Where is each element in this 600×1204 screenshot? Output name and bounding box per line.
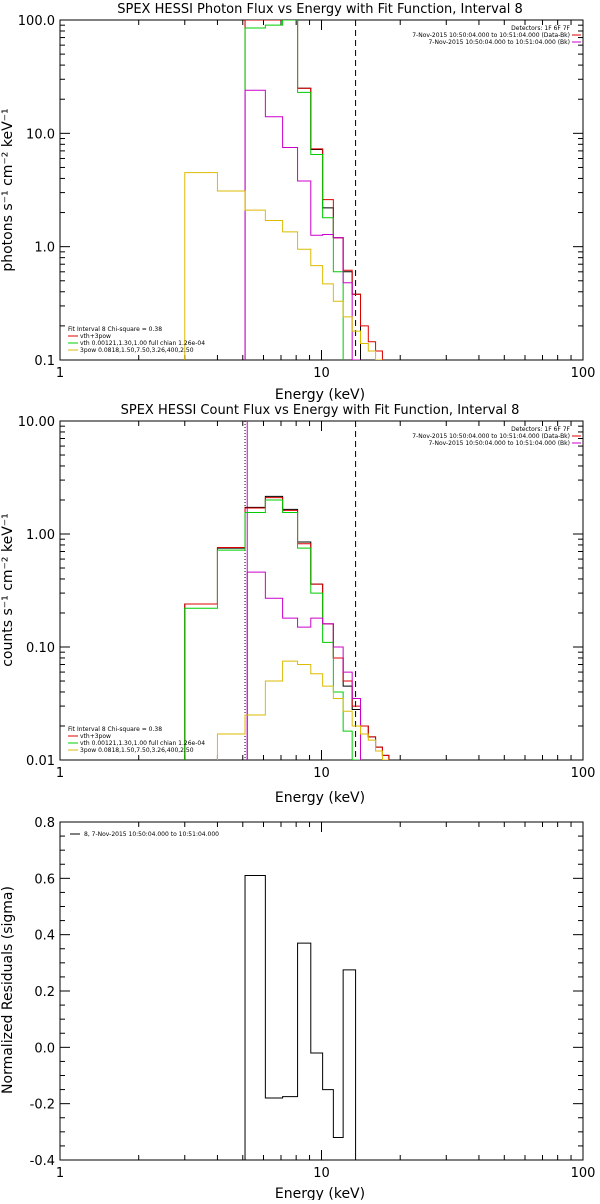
y-tick-label: 0.01: [26, 754, 55, 769]
plot-frame: [59, 420, 584, 761]
x-axis-label: Energy (keV): [275, 387, 365, 403]
legend-label: 8, 7-Nov-2015 10:50:04.000 to 10:51:04.0…: [84, 831, 219, 838]
series-line: [184, 497, 390, 760]
series-line: [184, 172, 383, 360]
legend-label: vth 0.00121,1.30,1.00 full chian 1.26e-0…: [80, 340, 205, 347]
legend-label: vth+3pow: [80, 733, 111, 740]
series-line: [246, 571, 362, 760]
series-line: [184, 499, 361, 760]
series-line: [244, 20, 344, 360]
x-tick-label: 1: [56, 766, 64, 781]
y-axis-label: photons s⁻¹ cm⁻² keV⁻¹: [0, 108, 16, 271]
x-axis-label: Energy (keV): [275, 790, 365, 806]
x-axis-label: Energy (keV): [275, 1186, 365, 1200]
y-axis-label: Normalized Residuals (sigma): [0, 886, 16, 1094]
y-tick-label: 100.0: [18, 14, 55, 29]
series-line: [184, 495, 390, 760]
plot-frame: [59, 821, 584, 1161]
legend-label: Fit Interval 8 Chi-square = 0.38: [68, 326, 162, 333]
series-line: [216, 660, 389, 760]
count-flux-panel: SPEX HESSI Count Flux vs Energy with Fit…: [0, 403, 595, 806]
y-tick-label: 0.8: [34, 816, 55, 831]
y-tick-label: 10.0: [26, 127, 55, 142]
plot-area: 1 10 100 -0.4 -0.2 0.0 0.2 0.4 0.6 0.8 8, 7-Nov-20…: [30, 816, 596, 1181]
header-text: Detectors: 1F 6F 7F: [511, 426, 570, 433]
photon-flux-panel: SPEX HESSI Photon Flux vs Energy with Fi…: [0, 2, 595, 403]
header-text: 7-Nov-2015 10:50:04.000 to 10:51:04.000 …: [412, 433, 570, 440]
y-axis-label: counts s⁻¹ cm⁻² keV⁻¹: [0, 513, 16, 667]
legend-label: 3pow 0.0818,1.50,7.50,3.26,400,2.50: [80, 347, 194, 354]
x-tick-label: 10: [313, 1166, 330, 1181]
y-tick-label: 0.0: [34, 1041, 55, 1056]
plot-frame: [59, 19, 584, 361]
x-tick-label: 10: [313, 366, 330, 381]
series-line: [244, 875, 357, 1160]
y-tick-label: 0.6: [34, 872, 55, 887]
legend-label: Fit Interval 8 Chi-square = 0.38: [68, 726, 162, 733]
header-text: Detectors: 1F 6F 7F: [511, 25, 570, 32]
header-text: 7-Nov-2015 10:50:04.000 to 10:51:04.000 …: [428, 440, 570, 447]
plot-area: 1 10 100 0.1 1.0 10.0 100.0 Detectors: 1F 6F 7F…: [18, 14, 596, 381]
data-layer: [244, 875, 357, 1160]
chart-title: SPEX HESSI Photon Flux vs Energy with Fi…: [117, 2, 523, 17]
y-tick-label: 0.1: [34, 354, 55, 369]
x-tick-label: 100: [571, 766, 596, 781]
residuals-panel: Energy (keV) Normalized Residuals (sigma…: [0, 816, 596, 1202]
x-tick-label: 1: [56, 366, 64, 381]
y-tick-label: 10.00: [18, 415, 55, 430]
x-tick-label: 100: [571, 1166, 596, 1181]
legend-label: vth 0.00121,1.30,1.00 full chian 1.26e-0…: [80, 740, 205, 747]
series-line: [244, 89, 361, 360]
x-tick-label: 1: [56, 1166, 64, 1181]
legend-label: 3pow 0.0818,1.50,7.50,3.26,400,2.50: [80, 747, 194, 754]
y-tick-label: -0.4: [30, 1154, 55, 1169]
y-tick-label: 1.0: [34, 241, 55, 256]
header-text: 7-Nov-2015 10:50:04.000 to 10:51:04.000 …: [412, 32, 570, 39]
header-text: 7-Nov-2015 10:50:04.000 to 10:51:04.000 …: [428, 39, 570, 46]
data-layer: [184, 20, 383, 360]
series-line: [244, 20, 383, 360]
x-tick-label: 10: [313, 766, 330, 781]
y-tick-label: 1.00: [26, 528, 55, 543]
y-tick-label: 0.4: [34, 929, 55, 944]
x-tick-label: 100: [571, 366, 596, 381]
legend-label: vth+3pow: [80, 333, 111, 340]
chart-title: SPEX HESSI Count Flux vs Energy with Fit…: [121, 403, 520, 418]
data-layer: [184, 421, 390, 760]
plot-area: 1 10 100 0.01 0.10 1.00 10.00 Detectors: 1F 6F …: [18, 415, 596, 781]
y-tick-label: 0.2: [34, 985, 55, 1000]
y-tick-label: -0.2: [30, 1098, 55, 1113]
y-tick-label: 0.10: [26, 641, 55, 656]
